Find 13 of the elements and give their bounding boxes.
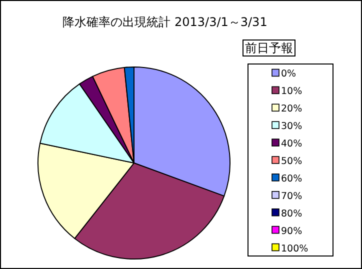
legend-label: 90% <box>281 226 302 237</box>
chart-title: 降水確率の出現統計 2013/3/1～3/31 <box>62 15 268 29</box>
legend-label: 60% <box>281 173 302 184</box>
legend-label: 10% <box>281 86 302 98</box>
legend-label: 0% <box>281 68 296 80</box>
legend-label: 70% <box>281 190 302 202</box>
legend-label: 50% <box>281 156 302 167</box>
legend-label: 100% <box>281 243 308 254</box>
legend-label: 40% <box>281 138 302 150</box>
legend-label: 30% <box>281 121 302 132</box>
legend-label: 20% <box>281 104 302 115</box>
legend-title: 前日予報 <box>245 41 293 55</box>
legend-label: 80% <box>281 208 302 220</box>
